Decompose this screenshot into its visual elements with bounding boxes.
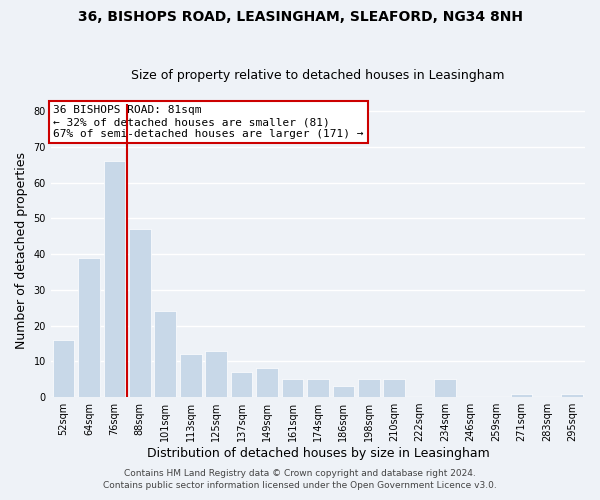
Bar [434,379,456,397]
Bar [154,312,176,397]
Y-axis label: Number of detached properties: Number of detached properties [15,152,28,349]
Bar [383,379,405,397]
Bar [307,379,329,397]
Bar [231,372,253,397]
Bar [104,161,125,397]
Bar [562,394,583,397]
Bar [78,258,100,397]
Bar [332,386,354,397]
Bar [180,354,202,397]
Text: 36, BISHOPS ROAD, LEASINGHAM, SLEAFORD, NG34 8NH: 36, BISHOPS ROAD, LEASINGHAM, SLEAFORD, … [77,10,523,24]
Bar [53,340,74,397]
Bar [129,229,151,397]
Text: 36 BISHOPS ROAD: 81sqm
← 32% of detached houses are smaller (81)
67% of semi-det: 36 BISHOPS ROAD: 81sqm ← 32% of detached… [53,106,364,138]
Bar [511,394,532,397]
Bar [205,350,227,397]
Bar [256,368,278,397]
Bar [358,379,380,397]
Bar [281,379,303,397]
X-axis label: Distribution of detached houses by size in Leasingham: Distribution of detached houses by size … [146,447,489,460]
Title: Size of property relative to detached houses in Leasingham: Size of property relative to detached ho… [131,69,505,82]
Text: Contains HM Land Registry data © Crown copyright and database right 2024.
Contai: Contains HM Land Registry data © Crown c… [103,468,497,490]
